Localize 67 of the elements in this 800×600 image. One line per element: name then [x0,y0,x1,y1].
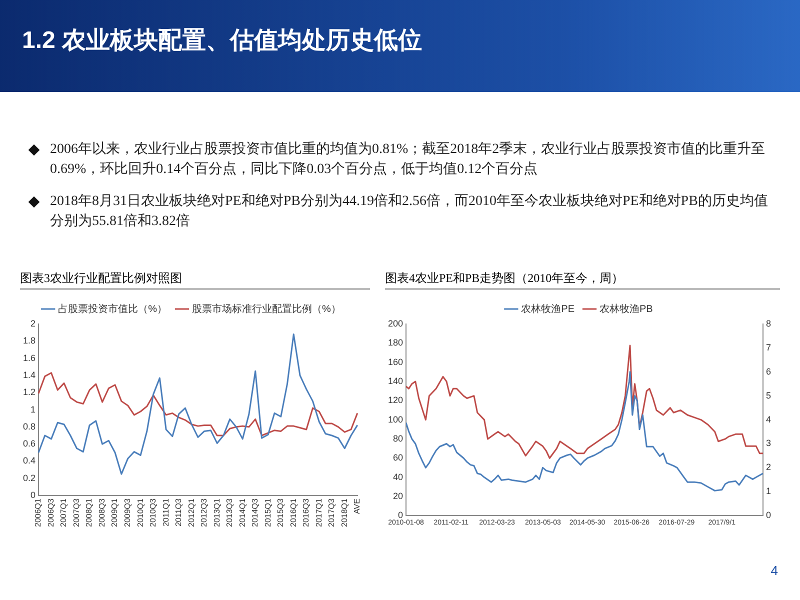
text: 4 [770,563,778,578]
x-tick-label: 2017Q1 [314,498,324,527]
y-tick-label: 1.8 [22,336,36,346]
x-tick-label: 2012Q1 [186,498,196,527]
x-tick-label: 2017Q3 [327,498,336,527]
y-tick-label: 180 [388,338,404,348]
chart-title: 图表4农业PE和PB走势图（2010年至今，周） [385,270,780,290]
legend-label: 占股票投资市值比（%） [58,302,168,315]
y2-tick-label: 3 [766,438,772,448]
y-tick-label: 100 [388,414,404,424]
y-tick-label: 60 [393,452,404,463]
y-tick-label: 120 [388,395,404,406]
y2-tick-label: 7 [766,342,772,352]
y-tick-label: 200 [388,318,404,328]
y-tick-label: 160 [388,356,404,367]
x-tick-label: 2006Q1 [34,498,43,527]
y-tick-label: 140 [388,376,404,386]
x-tick-label: 2018Q1 [340,498,349,527]
legend-label: 农林牧渔PB [600,302,654,315]
text: 2018年8月31日农业板块绝对PE和绝对PB分别为44.19倍和2.56倍，而2010年至今农业板块绝对PE和绝对PB的历史均值分别为55.81倍和3.82倍 [50,194,768,229]
y-tick-label: 2 [30,318,36,328]
y-tick-label: 0.2 [22,472,36,483]
x-tick-label: 2014Q1 [238,498,247,527]
x-tick-label: AVE [352,498,362,514]
y2-tick-label: 0 [766,510,772,520]
chart-title: 图表3农业行业配置比例对照图 [20,270,370,290]
x-tick-label: 2009Q1 [110,498,120,527]
y-tick-label: 1.2 [22,387,36,398]
y2-tick-label: 5 [766,390,772,400]
y-tick-label: 20 [393,490,404,501]
x-tick-label: 2013Q3 [225,498,234,527]
x-tick-label: 2011Q1 [161,498,170,526]
y2-tick-label: 1 [766,486,772,496]
y-tick-label: 0 [30,490,36,500]
y-tick-label: 0.6 [22,438,36,449]
y2-tick-label: 8 [766,318,772,328]
x-tick-label: 2010Q1 [136,498,145,527]
x-tick-label: 2010Q3 [148,498,158,527]
y-tick-label: 1.6 [22,352,36,363]
x-tick-label: 2012Q3 [200,498,209,527]
x-tick-label: 2007Q1 [59,498,68,527]
x-tick-label: 2009Q3 [123,498,132,527]
y-tick-label: 0 [398,510,404,520]
x-tick-label: 2008Q3 [97,498,106,527]
y-tick-label: 80 [393,433,404,444]
x-tick-label: 2016Q1 [288,498,298,527]
x-tick-label: 2015Q3 [276,498,286,527]
x-tick-label: 2013Q1 [212,498,222,527]
x-tick-label: 2014Q3 [250,498,260,527]
y2-tick-label: 2 [766,462,772,472]
y-tick-label: 40 [393,472,404,482]
legend-label: 股票市场标准行业配置比例（%） [192,302,341,315]
x-tick-label: 2011Q3 [174,498,184,526]
x-tick-label: 2007Q3 [72,498,81,527]
y2-tick-label: 4 [766,414,772,424]
y-tick-label: 0.4 [22,456,36,466]
x-tick-label: 2016Q3 [302,498,311,527]
x-tick-label: 2015Q1 [263,498,272,527]
y-tick-label: 0.8 [22,421,36,432]
y-tick-label: 1.4 [22,370,36,380]
x-tick-label: 2006Q3 [46,498,56,527]
legend-label: 农林牧渔PE [521,302,575,315]
text: 1.2 农业板块配置、估值均处历史低位 [22,26,422,56]
y-tick-label: 1 [30,404,36,414]
text: 2006年以来，农业行业占股票投资市值比重的均值为0.81%；截至2018年2季末，农业行业占股票投资市值的比重升至0.69%，环比回升0.14个百分点，同比下降0.03个百分点，低于均值0.12个百分点 [50,142,766,177]
y2-tick-label: 6 [766,366,772,376]
x-tick-label: 2008Q1 [84,498,94,527]
